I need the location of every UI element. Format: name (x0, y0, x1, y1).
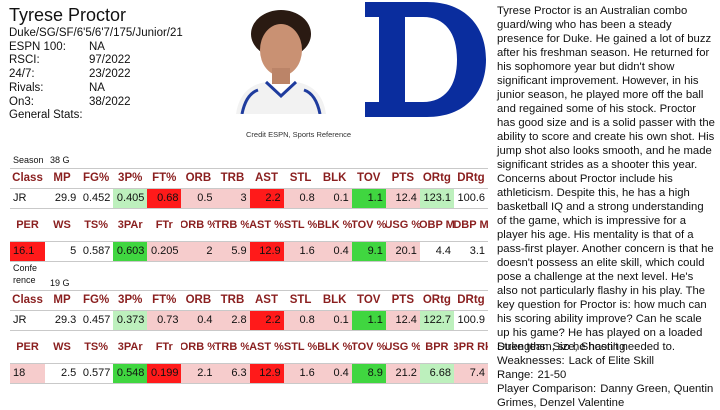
rank-rsci: RSCI: 97/2022 (9, 54, 131, 67)
season-header-2: PER WS TS% 3PAr FTr ORB % TRB % AST % ST… (16, 218, 489, 231)
rank-247: 24/7: 23/2022 (9, 68, 131, 81)
player-info: Duke/SG/SF/6'5/6'7/175/Junior/21 ESPN 10… (9, 27, 183, 123)
player-line: Duke/SG/SF/6'5/6'7/175/Junior/21 (9, 27, 183, 39)
general-stats-label: General Stats: (9, 109, 83, 122)
season-games-row: Season 38 G (10, 152, 488, 168)
player-name: Tyrese Proctor (9, 5, 127, 25)
player-comparison-cont: Grimes, Denzel Valentine (497, 397, 625, 409)
rank-espn: ESPN 100: NA (9, 40, 105, 53)
season-row-2: 16.1 5 0.587 0.603 0.205 2 5.9 12.9 1.6 … (10, 242, 489, 261)
season-header-1: Class MP FG% 3P% FT% ORB TRB AST STL BLK… (12, 172, 485, 184)
conference-header-2: PER WS TS% 3PAr FTr ORB % TRB % AST % ST… (16, 340, 488, 353)
conference-games-row: Confe rence 19 G (10, 262, 488, 290)
scouting-description: Tyrese Proctor is an Australian combo gu… (497, 5, 715, 353)
conference-games: 19 G (50, 278, 70, 288)
range: Range: 21-50 (497, 369, 567, 381)
player-comparison: Player Comparison: Danny Green, Quentin (497, 383, 714, 395)
strengths: Strengths: Size, Shooting (497, 341, 626, 353)
season-games: 38 G (50, 154, 70, 165)
conference-header-1: Class MP FG% 3P% FT% ORB TRB AST STL BLK… (12, 294, 485, 306)
player-photo (218, 4, 344, 114)
stats-table: Season 38 G Class MP FG% 3P% FT% ORB TRB… (10, 152, 489, 384)
conference-label: Confe rence (13, 263, 38, 285)
scouting-summary: Strengths: Size, Shooting Weaknesses: Lack… (497, 340, 713, 410)
weaknesses: Weaknesses: Lack of Elite Skill (497, 355, 654, 367)
photo-credit: Credit ESPN, Sports Reference (246, 130, 352, 139)
conference-row-2: 18 2.5 0.577 0.548 0.199 2.1 6.3 12.9 1.… (10, 364, 489, 383)
rank-on3: On3: 38/2022 (9, 95, 131, 108)
season-row-1: JR 29.9 0.452 0.405 0.68 0.5 3 2.2 0.8 0… (10, 189, 489, 208)
conference-row-1: JR 29.3 0.457 0.373 0.73 0.4 2.8 2.2 0.8… (10, 311, 489, 330)
rank-rivals: Rivals: NA (9, 81, 105, 94)
season-label: Season (13, 154, 44, 165)
duke-logo (365, 2, 486, 117)
